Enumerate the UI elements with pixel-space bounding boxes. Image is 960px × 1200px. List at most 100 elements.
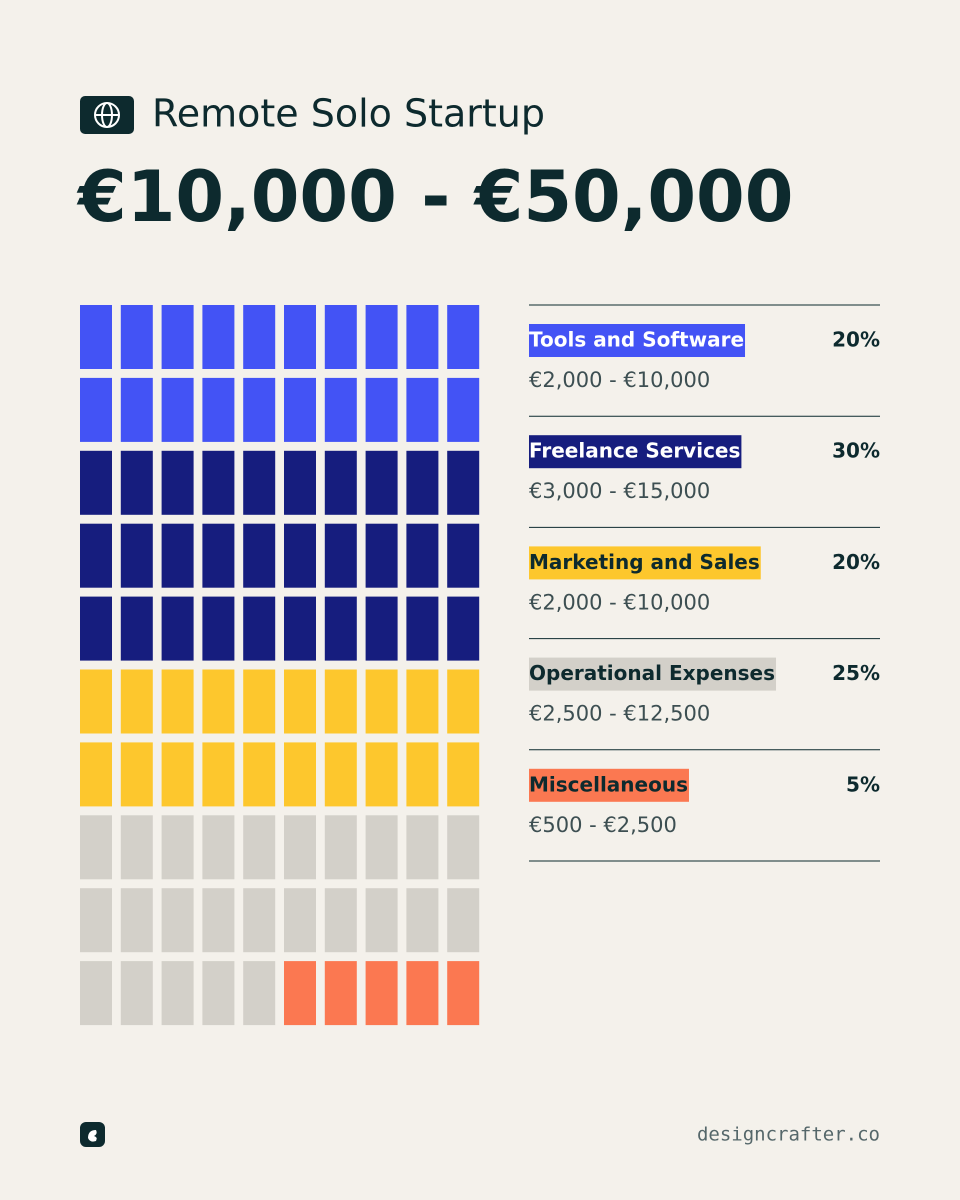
waffle-cell [202, 888, 235, 953]
title: Remote Solo Startup [152, 92, 545, 136]
percent-label: 20% [832, 328, 880, 352]
waffle-cell [243, 523, 276, 588]
waffle-cell [120, 669, 153, 734]
waffle-cell [324, 815, 357, 880]
percent-label: 30% [832, 439, 880, 463]
waffle-cell [120, 742, 153, 807]
label-highlight [529, 324, 746, 357]
waffle-cell [120, 377, 153, 442]
category-label: Operational Expenses [529, 661, 775, 685]
waffle-cell [80, 377, 112, 442]
waffle-cell [243, 596, 276, 661]
waffle-cell [161, 523, 194, 588]
waffle-cell [243, 377, 276, 442]
footer-text: designcrafter.co [697, 1124, 880, 1146]
waffle-cell [406, 596, 439, 661]
waffle-cell [365, 523, 398, 588]
waffle-cell [365, 669, 398, 734]
waffle-cell [406, 523, 439, 588]
waffle-cell [324, 377, 357, 442]
waffle-cell [406, 669, 439, 734]
waffle-cell [243, 961, 276, 1026]
waffle-cell [284, 961, 316, 1026]
range-label: €2,000 - €10,000 [529, 590, 710, 614]
waffle-cell [161, 888, 194, 953]
waffle-cell [406, 450, 439, 515]
waffle-cell [324, 305, 357, 369]
waffle-cell [284, 669, 316, 734]
percent-label: 25% [832, 661, 880, 685]
waffle-cell [161, 596, 194, 661]
waffle-cell [365, 377, 398, 442]
waffle-cell [324, 669, 357, 734]
range-label: €2,500 - €12,500 [529, 702, 710, 726]
waffle-cell [120, 305, 153, 369]
waffle-cell [284, 888, 316, 953]
waffle-cell [243, 742, 276, 807]
waffle-cell [324, 742, 357, 807]
waffle-cell [324, 450, 357, 515]
label-highlight [529, 768, 689, 802]
waffle-cell [202, 450, 235, 515]
waffle-cell [120, 450, 153, 515]
waffle-cell [243, 815, 276, 880]
waffle-cell [120, 596, 153, 661]
waffle-cell [243, 450, 276, 515]
waffle-cell [202, 596, 235, 661]
header-icon [80, 96, 134, 134]
footer-logo [80, 1122, 105, 1147]
waffle-cell [284, 450, 316, 515]
waffle-cell [80, 596, 112, 661]
waffle-cell [324, 888, 357, 953]
waffle-cell [161, 961, 194, 1026]
waffle-cell [80, 888, 112, 953]
category-label: Marketing and Sales [529, 550, 760, 574]
subtitle: €10,000 - €50,000 [76, 156, 793, 238]
waffle-cell [161, 815, 194, 880]
waffle-cell [80, 961, 112, 1026]
waffle-cell [365, 450, 398, 515]
waffle-cell [202, 742, 235, 807]
category-label: Freelance Services [529, 439, 740, 463]
label-highlight [529, 657, 777, 691]
waffle-cell [447, 742, 480, 807]
waffle-cell [406, 888, 439, 953]
range-label: €2,000 - €10,000 [529, 368, 710, 392]
waffle-cell [161, 742, 194, 807]
waffle-cell [202, 815, 235, 880]
waffle-cell [284, 742, 316, 807]
waffle-cell [243, 305, 276, 369]
waffle-cell [324, 596, 357, 661]
waffle-cell [406, 377, 439, 442]
waffle-cell [80, 815, 112, 880]
waffle-cell [447, 450, 480, 515]
waffle-cell [324, 523, 357, 588]
waffle-cell [243, 888, 276, 953]
waffle-cell [284, 523, 316, 588]
waffle-cell [202, 523, 235, 588]
waffle-cell [284, 377, 316, 442]
waffle-cell [284, 596, 316, 661]
waffle-cell [324, 961, 357, 1026]
waffle-cell [120, 961, 153, 1026]
waffle-cell [161, 669, 194, 734]
waffle-cell [406, 742, 439, 807]
waffle-cell [284, 815, 316, 880]
waffle-cell [406, 961, 439, 1026]
waffle-cell [284, 305, 316, 369]
waffle-cell [161, 450, 194, 515]
range-label: €3,000 - €15,000 [529, 479, 710, 503]
waffle-cell [120, 523, 153, 588]
percent-label: 5% [846, 772, 880, 796]
label-highlight [529, 546, 761, 580]
waffle-cell [365, 961, 398, 1026]
waffle-cell [80, 450, 112, 515]
waffle-cell [447, 305, 480, 369]
waffle-cell [202, 377, 235, 442]
percent-label: 20% [832, 550, 880, 574]
waffle-cell [447, 888, 480, 953]
waffle-cell [447, 596, 480, 661]
range-label: €500 - €2,500 [529, 813, 677, 837]
waffle-cell [80, 305, 112, 369]
